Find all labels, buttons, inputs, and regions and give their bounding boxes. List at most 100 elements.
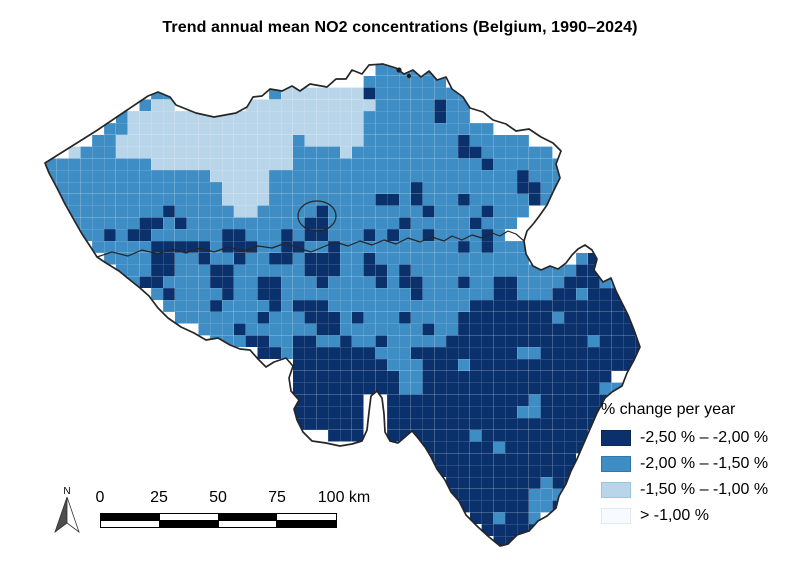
map-cell <box>422 217 435 230</box>
map-cell <box>540 299 553 313</box>
scale-bar-tick-75: 75 <box>268 489 286 506</box>
map-cell <box>516 488 530 501</box>
map-cell <box>469 476 482 490</box>
map-cell <box>599 382 612 395</box>
map-cell <box>139 110 152 124</box>
map-cell <box>351 276 364 289</box>
map-cell <box>80 181 93 195</box>
map-cell <box>221 276 235 289</box>
map-cell <box>516 158 530 171</box>
map-cell <box>327 311 341 324</box>
map-cell <box>316 335 329 348</box>
map-cell <box>528 441 541 454</box>
map-cell <box>540 169 553 183</box>
map-cell <box>351 287 364 301</box>
map-cell <box>91 228 105 242</box>
map-cell <box>528 181 541 195</box>
map-cell <box>469 264 482 277</box>
map-cell <box>127 134 140 147</box>
map-cell <box>363 75 376 88</box>
legend-label: -2,50 % – -2,00 % <box>640 429 769 446</box>
map-cell <box>481 252 494 265</box>
map-cell <box>268 169 282 183</box>
map-cell <box>422 370 435 383</box>
map-cell <box>327 287 341 301</box>
map-cell <box>516 134 530 147</box>
map-cell <box>363 228 376 242</box>
map-cell <box>304 87 317 100</box>
map-cell <box>469 512 482 525</box>
map-cell <box>257 228 270 242</box>
map-cell <box>540 358 553 372</box>
map-cell <box>422 252 435 265</box>
map-cell <box>363 323 376 336</box>
map-cell <box>221 228 235 242</box>
map-cell <box>493 405 506 419</box>
map-cell <box>481 264 494 277</box>
map-cell <box>481 217 494 230</box>
map-cell <box>327 228 341 242</box>
map-cell <box>327 417 341 431</box>
map-cell <box>422 311 435 324</box>
map-cell <box>469 346 482 360</box>
map-cell <box>434 405 447 419</box>
map-cell <box>198 146 211 159</box>
map-cell <box>268 217 282 230</box>
map-cell <box>457 358 471 372</box>
map-cell <box>469 158 482 171</box>
map-cell <box>434 158 447 171</box>
map-cell <box>540 146 553 159</box>
map-cell <box>469 217 482 230</box>
legend-label: -2,00 % – -1,50 % <box>640 455 769 472</box>
map-cell <box>327 264 341 277</box>
map-cell <box>386 146 400 159</box>
map-cell <box>552 429 565 442</box>
map-cell <box>162 122 176 136</box>
scale-bar-tick-50: 50 <box>209 489 227 506</box>
map-cell <box>80 169 93 183</box>
map-cell <box>587 346 600 360</box>
map-cell <box>410 335 423 348</box>
map-cell <box>457 181 471 195</box>
map-cell <box>410 394 423 407</box>
map-cell <box>445 264 459 277</box>
map-cell <box>563 394 577 407</box>
map-cell <box>150 134 164 147</box>
map-cell <box>351 394 364 407</box>
map-cell <box>516 264 530 277</box>
map-cell <box>351 335 364 348</box>
map-cell <box>221 287 235 301</box>
map-cell <box>174 122 187 136</box>
map-cell <box>504 181 518 195</box>
map-cell <box>268 181 282 195</box>
map-cell <box>375 323 388 336</box>
map-cell <box>611 323 624 336</box>
map-cell <box>198 193 211 206</box>
map-cell <box>599 323 612 336</box>
map-cell <box>375 335 388 348</box>
map-cell <box>280 311 294 324</box>
map-cell <box>504 146 518 159</box>
map-cell <box>351 158 364 171</box>
map-cell <box>587 335 600 348</box>
map-cell <box>292 181 305 195</box>
map-cell <box>493 417 506 431</box>
map-cell <box>422 99 435 112</box>
legend-swatch-light-blue <box>601 482 631 498</box>
map-cell <box>280 134 294 147</box>
map-cell <box>552 323 565 336</box>
map-cell <box>575 335 589 348</box>
legend-item: -1,50 % – -1,00 % <box>601 477 768 503</box>
map-cell <box>375 346 388 360</box>
map-cell <box>198 134 211 147</box>
map-cell <box>91 181 105 195</box>
map-cell <box>422 323 435 336</box>
map-cell <box>304 346 317 360</box>
map-cell <box>339 323 353 336</box>
map-cell <box>304 299 317 313</box>
map-cell <box>351 311 364 324</box>
map-cell <box>528 476 541 490</box>
map-cell <box>445 169 459 183</box>
map-cell <box>198 311 211 324</box>
map-cell <box>552 464 565 478</box>
